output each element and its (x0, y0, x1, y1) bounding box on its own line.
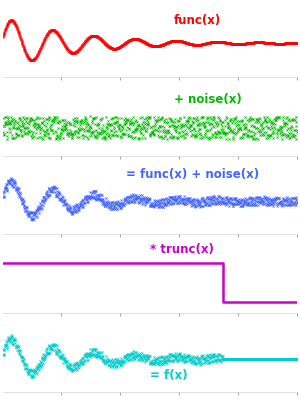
Text: + noise(x): + noise(x) (173, 93, 241, 106)
Text: = f(x): = f(x) (150, 369, 188, 382)
Text: func(x): func(x) (173, 14, 221, 28)
Text: = func(x) + noise(x): = func(x) + noise(x) (127, 168, 260, 180)
Text: * trunc(x): * trunc(x) (150, 244, 214, 256)
